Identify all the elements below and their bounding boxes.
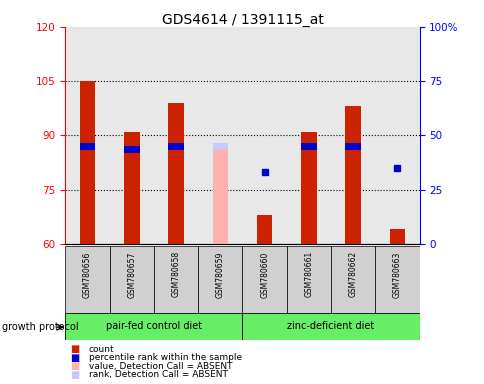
Bar [124, 132, 139, 244]
Bar [212, 146, 227, 244]
Bar [212, 142, 227, 150]
Text: GSM780663: GSM780663 [392, 251, 401, 298]
Bar [286, 246, 330, 313]
Bar [301, 132, 316, 244]
Bar [286, 27, 330, 244]
Bar [109, 246, 153, 313]
Bar [65, 313, 242, 340]
Bar [109, 27, 153, 244]
Bar [301, 142, 316, 150]
Bar [330, 27, 375, 244]
Text: ■: ■ [70, 353, 79, 363]
Text: GSM780662: GSM780662 [348, 251, 357, 297]
Bar [153, 27, 198, 244]
Text: GSM780660: GSM780660 [259, 251, 269, 298]
Text: ■: ■ [70, 370, 79, 380]
Text: GSM780658: GSM780658 [171, 251, 180, 297]
Bar [153, 246, 198, 313]
Text: rank, Detection Call = ABSENT: rank, Detection Call = ABSENT [89, 370, 227, 379]
Bar [389, 229, 404, 244]
Text: GSM780659: GSM780659 [215, 251, 225, 298]
Bar [257, 215, 272, 244]
Bar [124, 146, 139, 154]
Text: ■: ■ [70, 344, 79, 354]
Bar [375, 246, 419, 313]
Text: count: count [89, 345, 114, 354]
Text: GSM780661: GSM780661 [304, 251, 313, 297]
Text: GSM780656: GSM780656 [83, 251, 92, 298]
Bar [242, 313, 419, 340]
Bar [168, 103, 183, 244]
Bar [330, 246, 375, 313]
Bar [345, 142, 360, 150]
Bar [345, 106, 360, 244]
Text: GSM780657: GSM780657 [127, 251, 136, 298]
Text: percentile rank within the sample: percentile rank within the sample [89, 353, 242, 362]
Bar [242, 246, 286, 313]
Bar [80, 81, 95, 244]
Bar [168, 142, 183, 150]
Bar [65, 246, 109, 313]
Bar [80, 142, 95, 150]
Text: pair-fed control diet: pair-fed control diet [106, 321, 202, 331]
Bar [65, 27, 109, 244]
Text: ■: ■ [70, 361, 79, 371]
Text: zinc-deficient diet: zinc-deficient diet [287, 321, 374, 331]
Bar [375, 27, 419, 244]
Text: GDS4614 / 1391115_at: GDS4614 / 1391115_at [161, 13, 323, 27]
Bar [198, 27, 242, 244]
Text: value, Detection Call = ABSENT: value, Detection Call = ABSENT [89, 362, 232, 371]
Bar [198, 246, 242, 313]
Text: growth protocol: growth protocol [2, 322, 79, 332]
Bar [242, 27, 286, 244]
